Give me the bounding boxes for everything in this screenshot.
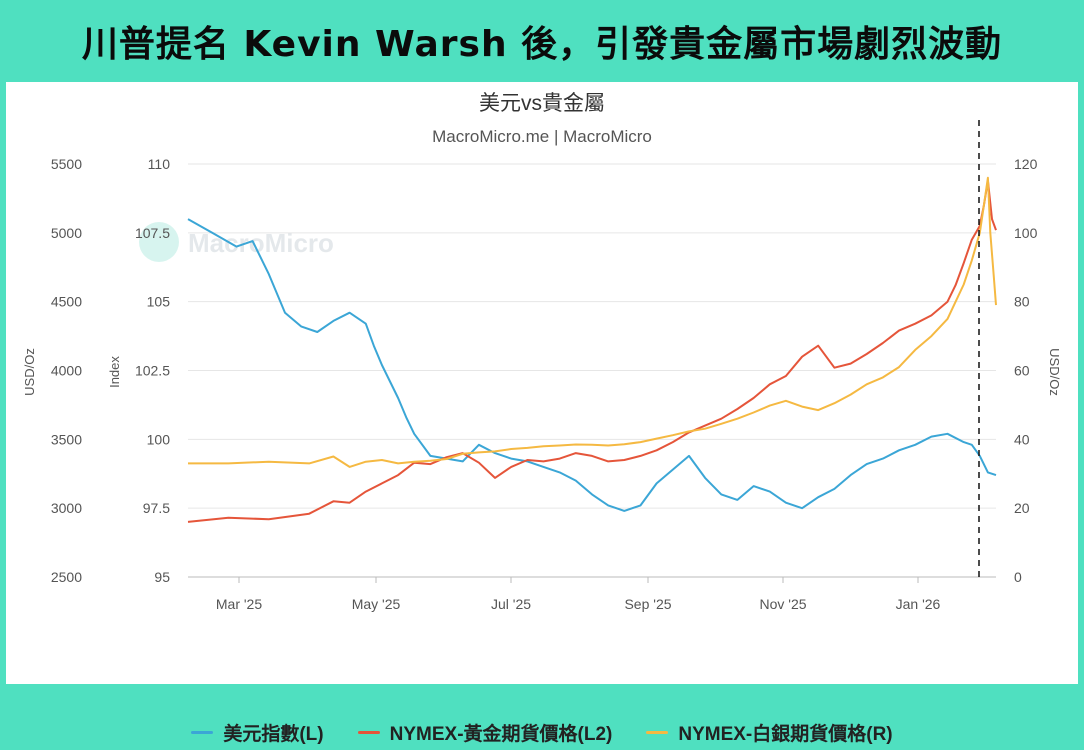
legend-item-gold[interactable]: NYMEX-黃金期貨價格(L2) bbox=[357, 719, 613, 746]
left-inner-tick-label: 110 bbox=[148, 156, 171, 172]
left-inner-axis: 110 107.5 105 102.5 100 97.5 95 bbox=[135, 156, 170, 585]
macromicro-logo-icon bbox=[139, 222, 179, 262]
gridlines bbox=[188, 163, 996, 578]
left-outer-tick-label: 2500 bbox=[51, 569, 82, 585]
headline: 川普提名 Kevin Warsh 後，引發貴金屬市場劇烈波動 bbox=[81, 24, 1003, 65]
right-tick-label: 0 bbox=[1014, 569, 1022, 585]
series-line-0 bbox=[187, 218, 997, 512]
legend-swatch-yellow bbox=[646, 730, 669, 734]
legend-item-silver[interactable]: NYMEX-白銀期貨價格(R) bbox=[646, 719, 893, 746]
left-inner-tick-label: 97.5 bbox=[143, 500, 170, 516]
left-inner-tick-label: 102.5 bbox=[135, 363, 170, 379]
chart-subtitle: MacroMicro.me | MacroMicro bbox=[432, 127, 652, 146]
left-outer-tick-label: 5500 bbox=[51, 156, 82, 172]
chart-svg: 美元vs貴金屬 MacroMicro.me | MacroMicro Macro… bbox=[22, 92, 1062, 612]
right-tick-label: 40 bbox=[1014, 431, 1030, 447]
left-outer-tick-label: 4500 bbox=[51, 294, 82, 310]
right-tick-label: 60 bbox=[1014, 363, 1030, 379]
legend-item-usd-index[interactable]: 美元指數(L) bbox=[191, 719, 324, 746]
left-outer-tick-label: 4000 bbox=[51, 363, 82, 379]
right-tick-label: 120 bbox=[1014, 156, 1038, 172]
right-axis: 120 100 80 60 40 20 0 bbox=[1014, 156, 1038, 585]
left-outer-tick-label: 3000 bbox=[51, 500, 82, 516]
chart-frame: 川普提名 Kevin Warsh 後，引發貴金屬市場劇烈波動 美元vs貴金屬 M… bbox=[6, 24, 1078, 745]
series-line-1 bbox=[187, 179, 997, 523]
left-outer-tick-label: 5000 bbox=[51, 225, 82, 241]
legend: 美元指數(L) NYMEX-黃金期貨價格(L2) NYMEX-白銀期貨價格(R) bbox=[6, 714, 1078, 750]
right-tick-label: 20 bbox=[1014, 500, 1030, 516]
chart-panel: 美元vs貴金屬 MacroMicro.me | MacroMicro Macro… bbox=[6, 82, 1078, 745]
left-inner-tick-label: 105 bbox=[147, 294, 171, 310]
legend-label: 美元指數(L) bbox=[223, 723, 324, 745]
series-lines bbox=[187, 176, 997, 523]
series-line-2 bbox=[188, 176, 997, 468]
x-tick-label: Nov '25 bbox=[759, 596, 806, 612]
right-axis-label: USD/Oz bbox=[1047, 348, 1062, 396]
x-tick-label: Jan '26 bbox=[896, 596, 941, 612]
right-tick-label: 100 bbox=[1014, 225, 1038, 241]
x-tick-label: Sep '25 bbox=[624, 596, 671, 612]
legend-label: NYMEX-白銀期貨價格(R) bbox=[678, 723, 893, 745]
x-tick-label: Mar '25 bbox=[216, 596, 262, 612]
left-inner-tick-label: 100 bbox=[147, 431, 171, 447]
left-outer-axis: 5500 5000 4500 4000 3500 3000 2500 bbox=[51, 156, 82, 585]
chart-title: 美元vs貴金屬 bbox=[479, 92, 605, 115]
legend-swatch-blue bbox=[191, 730, 214, 734]
left-outer-axis-label: USD/Oz bbox=[22, 348, 37, 396]
left-inner-tick-label: 95 bbox=[154, 569, 170, 585]
left-inner-tick-label: 107.5 bbox=[135, 225, 170, 241]
legend-label: NYMEX-黃金期貨價格(L2) bbox=[389, 723, 613, 745]
left-inner-axis-label: Index bbox=[107, 356, 122, 388]
right-tick-label: 80 bbox=[1014, 294, 1030, 310]
x-tick-label: Jul '25 bbox=[491, 596, 531, 612]
x-tick-label: May '25 bbox=[352, 596, 401, 612]
legend-swatch-red bbox=[357, 730, 380, 734]
x-axis-labels: Mar '25 May '25 Jul '25 Sep '25 Nov '25 Jan '… bbox=[216, 577, 941, 612]
left-outer-tick-label: 3500 bbox=[51, 431, 82, 447]
